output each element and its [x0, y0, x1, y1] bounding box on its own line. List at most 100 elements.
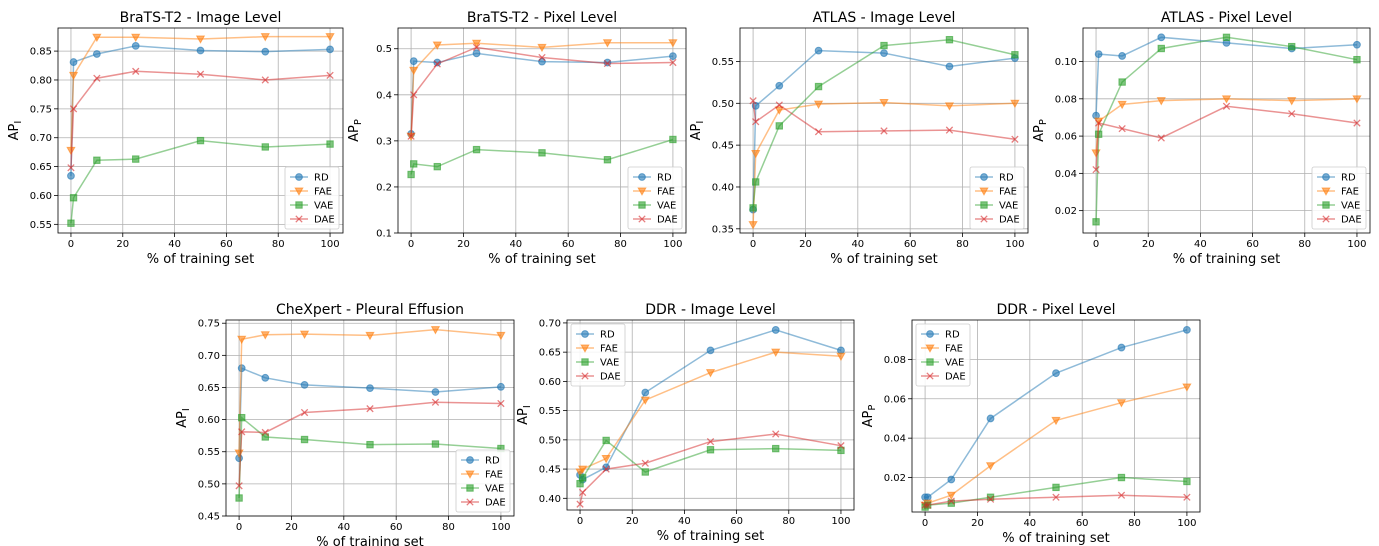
data-point-dae [945, 126, 954, 134]
x-tick-label: 80 [442, 522, 455, 533]
legend-marker [638, 201, 646, 209]
data-point-fae [813, 100, 824, 109]
data-point-rd [986, 414, 995, 423]
data-point-vae [300, 435, 309, 444]
legend-label: FAE [1341, 187, 1359, 198]
x-axis-label: % of training set [1173, 252, 1281, 267]
y-tick-label: 0.60 [539, 377, 561, 388]
legend-label: VAE [1341, 201, 1360, 212]
data-point-vae [775, 122, 783, 130]
legend-label: VAE [600, 358, 619, 369]
chart-title: CheXpert - Pleural Effusion [276, 302, 464, 318]
y-tick-label: 0.08 [884, 355, 906, 366]
x-tick-label: 100 [320, 239, 339, 250]
data-point-dae [326, 71, 334, 80]
data-point-dae [947, 497, 955, 505]
x-tick-label: 0 [922, 518, 928, 529]
y-axis-label: API [7, 121, 24, 141]
x-axis-label: % of training set [657, 529, 765, 544]
data-point-vae [947, 499, 955, 507]
data-point-fae [537, 43, 547, 53]
x-axis-label: % of training set [488, 252, 596, 267]
y-tick-label: 0.50 [198, 479, 220, 490]
legend-marker [925, 344, 935, 353]
legend-marker [638, 215, 646, 223]
data-point-rd [1353, 40, 1361, 49]
x-tick-label: 20 [285, 522, 298, 533]
data-point-dae [986, 495, 995, 503]
legend-label: RD [999, 173, 1014, 184]
data-point-rd [1118, 52, 1127, 60]
series-dae [921, 491, 1191, 509]
y-tick-label: 0.55 [198, 447, 220, 458]
data-point-rd [1052, 369, 1060, 378]
x-tick-label: 40 [678, 516, 691, 527]
y-tick-label: 0.55 [30, 220, 52, 231]
y-tick-label: 0.35 [712, 224, 734, 235]
series-dae [67, 67, 334, 172]
data-point-vae [945, 36, 954, 44]
x-tick-label: 60 [220, 239, 233, 250]
data-point-dae [921, 501, 929, 509]
legend-box [627, 166, 683, 230]
x-axis-label: % of training set [1002, 531, 1110, 546]
data-point-rd [366, 384, 374, 393]
x-tick-label: 60 [730, 516, 743, 527]
data-point-vae [538, 149, 546, 157]
data-point-fae [1352, 95, 1362, 104]
chart-title: ATLAS - Image Level [813, 10, 956, 26]
chart-title: DDR - Image Level [645, 302, 776, 318]
x-axis-label: % of training set [830, 252, 938, 267]
data-point-dae [578, 488, 587, 497]
data-point-vae [1288, 42, 1296, 51]
legend-label: DAE [945, 372, 966, 383]
data-point-fae [1221, 95, 1232, 104]
legend-marker [638, 173, 646, 181]
series-line-dae [70, 70, 331, 168]
legend-marker [580, 344, 590, 353]
data-point-fae [774, 106, 784, 115]
legend-label: VAE [485, 484, 504, 495]
legend-label: FAE [657, 187, 675, 198]
series-fae [575, 348, 846, 477]
legend-marker [581, 372, 589, 380]
series-vae [67, 136, 334, 227]
plot-frame [1082, 27, 1371, 234]
data-point-dae [641, 459, 649, 467]
data-point-rd [69, 58, 78, 66]
x-tick-label: 100 [1347, 239, 1366, 250]
plot-frame [566, 319, 855, 511]
data-point-rd [300, 381, 309, 389]
data-point-rd [261, 373, 270, 382]
y-tick-label: 0.06 [884, 394, 906, 405]
series-fae [748, 98, 1020, 230]
data-point-rd [261, 47, 270, 56]
legend-marker [581, 330, 589, 338]
data-point-dae [1222, 102, 1231, 110]
plot-frame [739, 27, 1029, 234]
data-point-fae [1156, 97, 1166, 106]
data-point-dae [772, 430, 780, 438]
data-point-rd [775, 81, 784, 90]
data-point-vae [1353, 55, 1361, 64]
data-point-rd [706, 346, 715, 355]
data-point-rd [131, 42, 140, 50]
y-axis-label: APP [861, 405, 878, 428]
legend-label: DAE [600, 372, 621, 383]
y-tick-label: 0.65 [539, 348, 561, 359]
chart-title: BraTS-T2 - Image Level [120, 10, 282, 26]
data-point-dae [497, 399, 505, 408]
series-vae [235, 413, 505, 502]
y-tick-label: 0.40 [539, 494, 561, 505]
data-point-dae [261, 76, 269, 84]
legend-marker [466, 498, 474, 506]
legend-marker [980, 173, 988, 181]
y-axis-label: APP [347, 119, 364, 142]
data-point-dae [603, 59, 612, 68]
data-point-vae [326, 140, 334, 148]
data-point-dae [132, 67, 140, 75]
data-point-vae [669, 135, 677, 144]
series-line-rd [70, 45, 331, 176]
x-tick-label: 60 [904, 239, 917, 250]
data-point-vae [814, 82, 823, 91]
